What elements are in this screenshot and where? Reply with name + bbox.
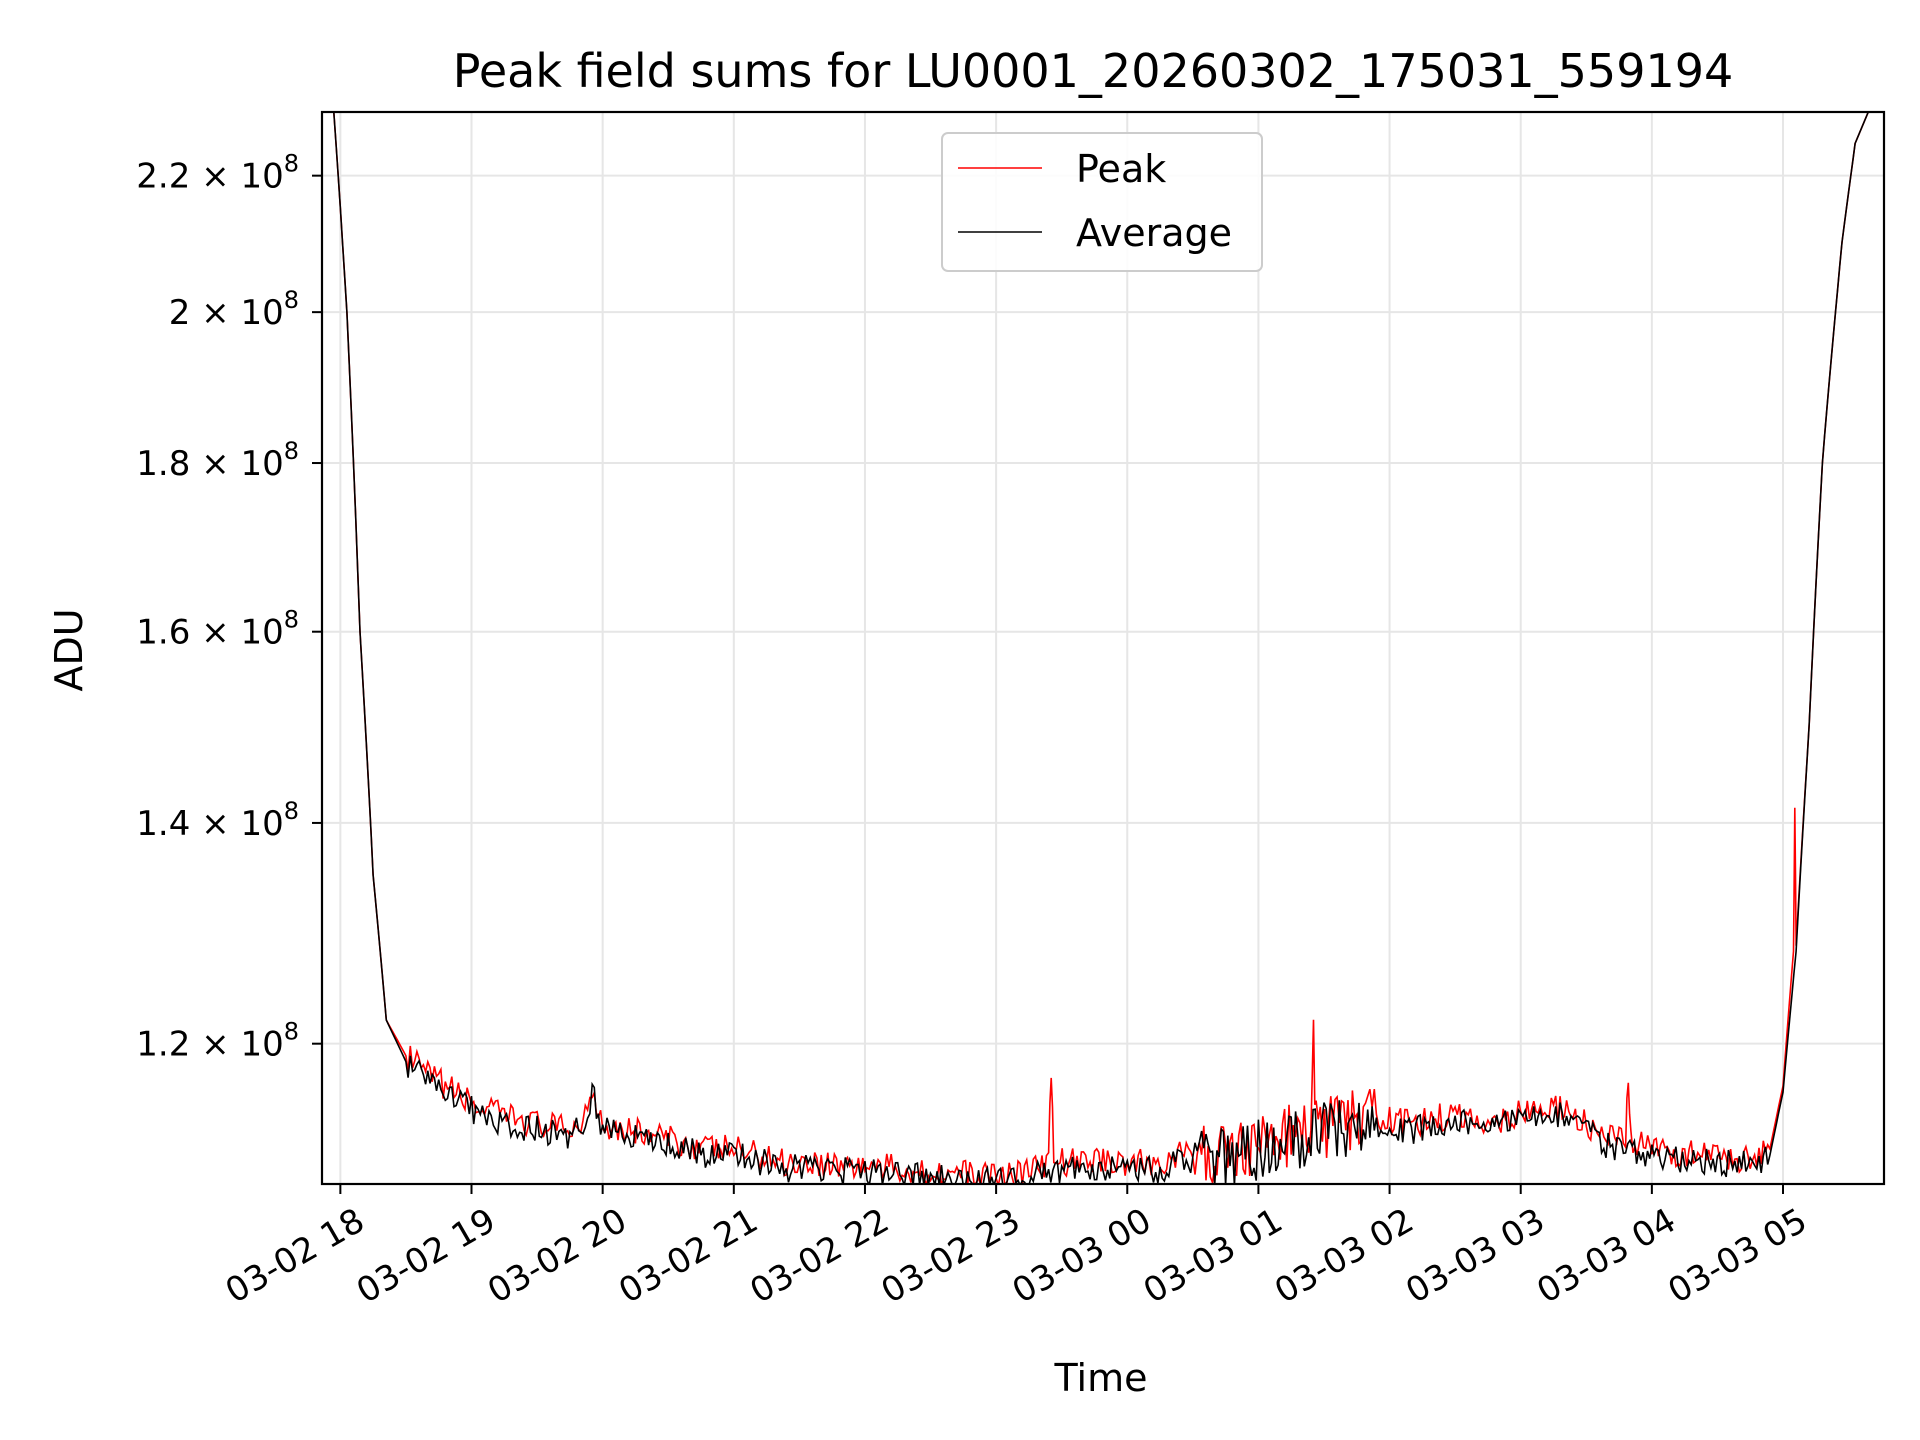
y-tick-label: 1.8 × 108	[136, 437, 299, 484]
grid	[322, 112, 1884, 1184]
y-tick-label: 2.2 × 108	[136, 150, 299, 197]
legend-peak-label: Peak	[1076, 147, 1166, 191]
peak-series-line	[322, 112, 1884, 1184]
legend: Peak Average	[941, 132, 1263, 272]
average-series-line	[322, 112, 1884, 1184]
x-axis-label: Time	[1054, 1356, 1148, 1400]
chart-title: Peak field sums for LU0001_20260302_1750…	[453, 44, 1734, 98]
y-tick-label: 2 × 108	[169, 286, 299, 333]
y-tick-label: 1.4 × 108	[136, 797, 299, 844]
y-axis-ticks: 1.2 × 108 1.4 × 108 1.6 × 108 1.8 × 108 2 × …	[136, 150, 322, 1065]
y-tick-label: 1.2 × 108	[136, 1018, 299, 1065]
series-lines	[322, 112, 1884, 1184]
legend-average-label: Average	[1076, 211, 1232, 255]
y-axis-label: ADU	[47, 608, 91, 691]
plot-frame	[320, 110, 1886, 1186]
y-tick-label: 1.6 × 108	[136, 606, 299, 653]
